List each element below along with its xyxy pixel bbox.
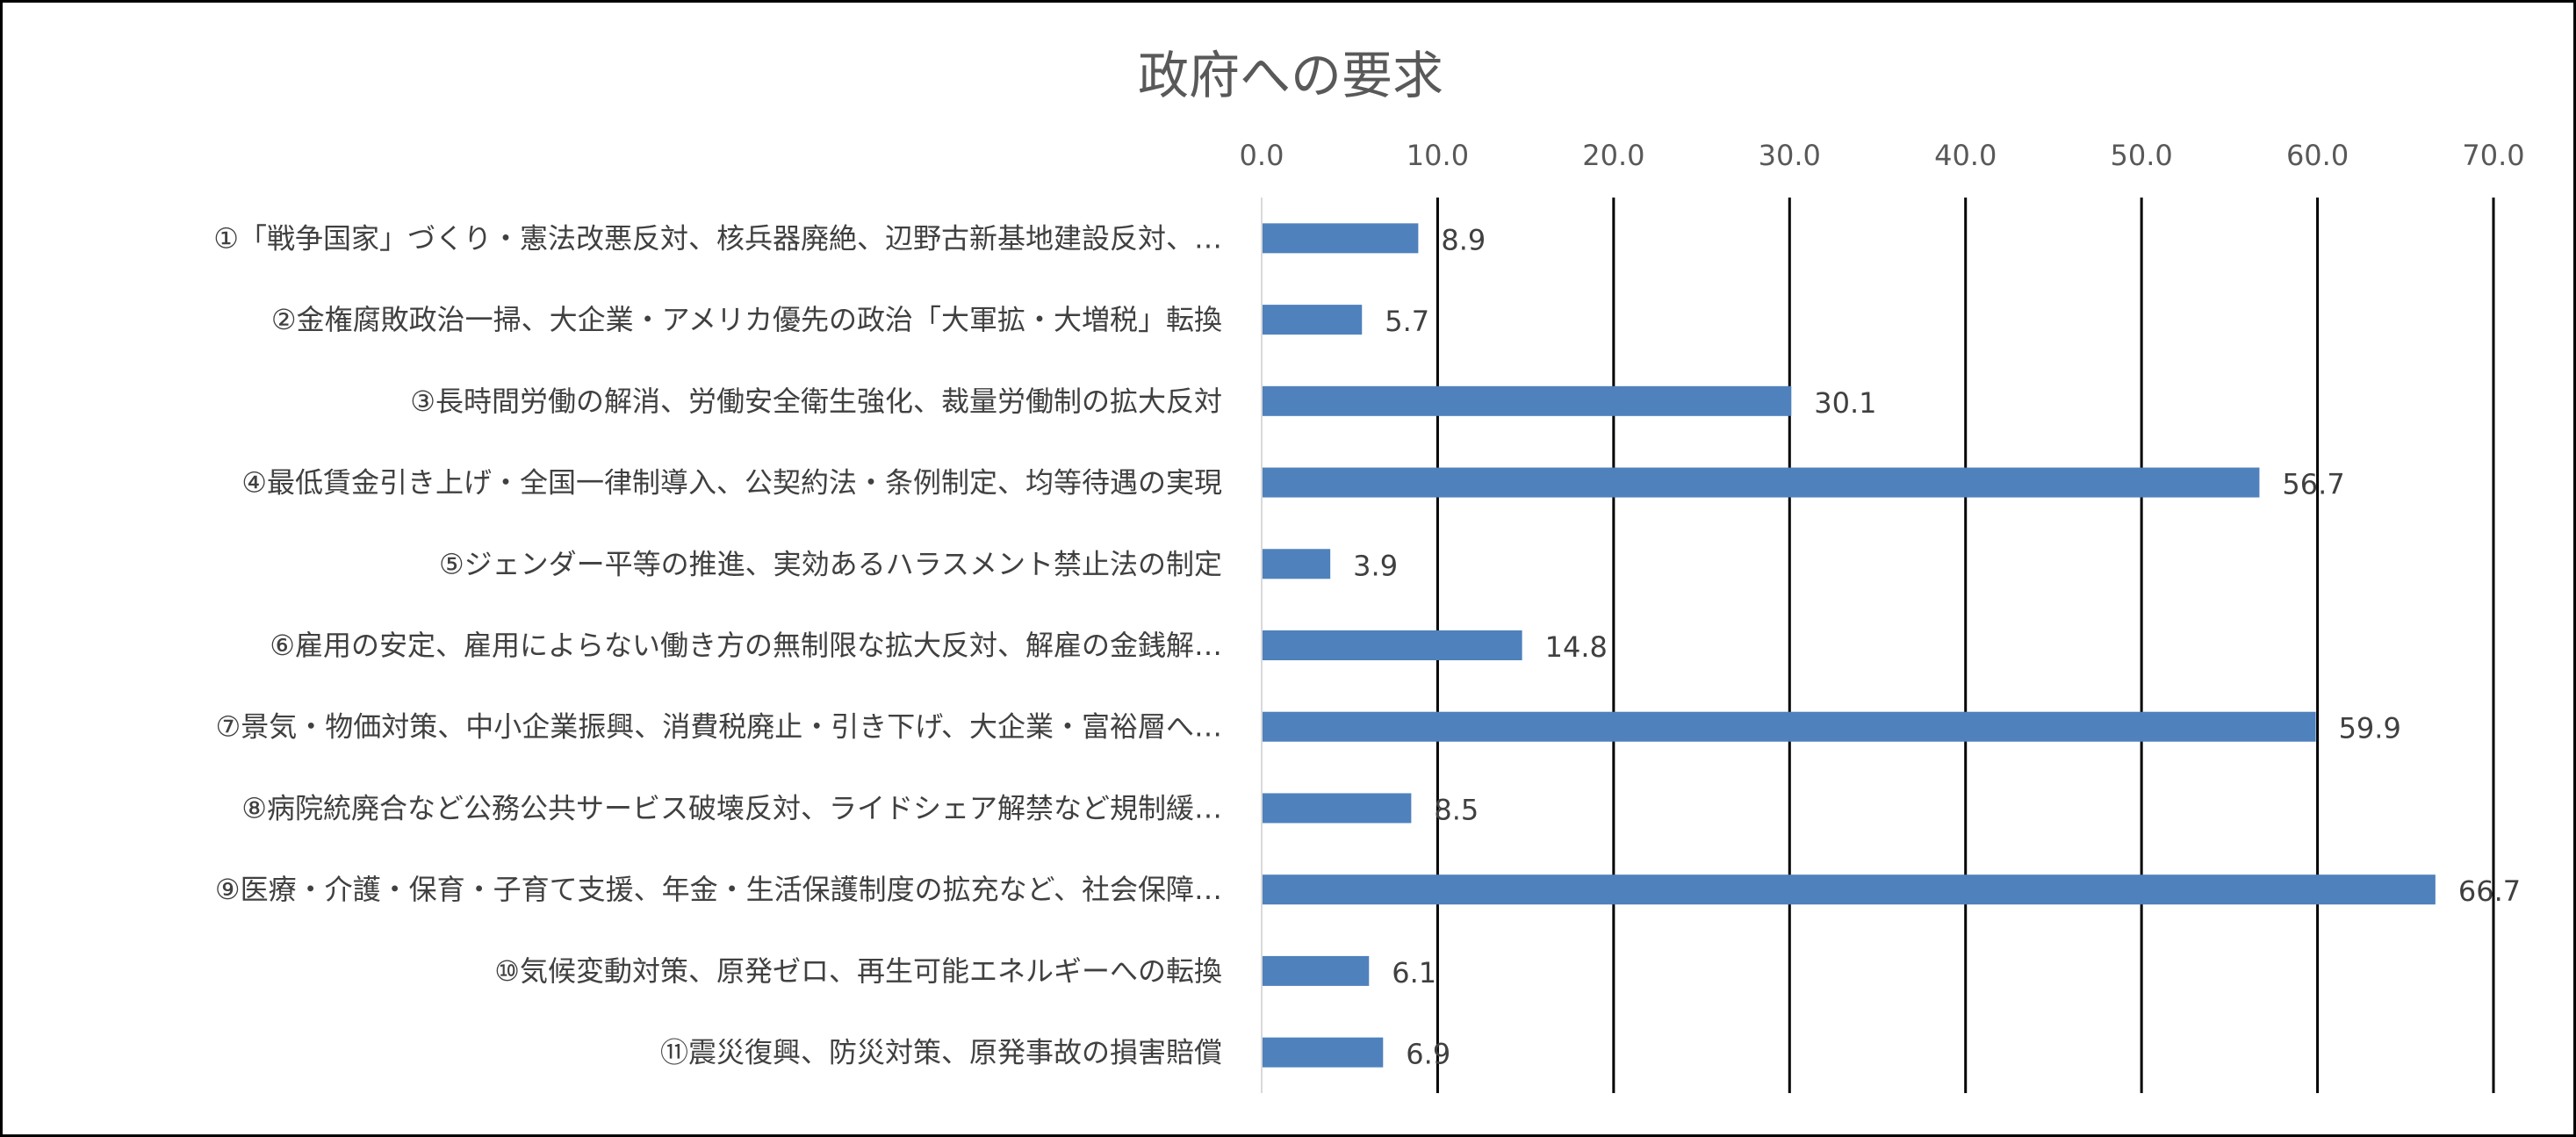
bar	[1262, 630, 1522, 660]
category-label: ⑥雇用の安定、雇用によらない働き方の無制限な拡大反対、解雇の金銭解…	[270, 629, 1222, 662]
bar	[1262, 793, 1412, 824]
bar	[1262, 385, 1792, 416]
data-label: 30.1	[1814, 386, 1876, 420]
x-tick-label: 50.0	[2111, 139, 2173, 172]
category-label: ③長時間労働の解消、労働安全衛生強化、裁量労働制の拡大反対	[410, 385, 1222, 418]
data-label: 6.9	[1406, 1038, 1450, 1071]
x-tick-label: 20.0	[1582, 139, 1644, 172]
x-tick-labels: 0.0 10.0 20.0 30.0 40.0 50.0 60.0 70.0	[1240, 139, 2525, 172]
bar	[1262, 223, 1419, 254]
x-tick-label: 70.0	[2462, 139, 2524, 172]
chart-title: 政府への要求	[1137, 46, 1443, 105]
category-labels: ①「戦争国家」づくり・憲法改悪反対、核兵器廃絶、辺野古新基地建設反対、… ②金権腐…	[213, 221, 1222, 1069]
data-label: 3.9	[1353, 549, 1398, 582]
category-label: ⑧病院統廃合など公務公共サービス破壊反対、ライドシェア解禁など規制緩…	[241, 791, 1222, 824]
data-label: 8.5	[1434, 793, 1479, 826]
data-label: 59.9	[2339, 712, 2401, 745]
bar	[1262, 467, 2260, 498]
bar	[1262, 549, 1331, 579]
x-tick-label: 30.0	[1759, 139, 1821, 172]
x-tick-label: 60.0	[2286, 139, 2349, 172]
x-tick-label: 40.0	[1934, 139, 1997, 172]
data-label: 6.1	[1392, 956, 1436, 989]
bar	[1262, 305, 1363, 335]
data-label: 8.9	[1441, 223, 1486, 256]
data-label: 14.8	[1545, 630, 1608, 664]
category-label: ⑤ジェンダー平等の推進、実効あるハラスメント禁止法の制定	[439, 547, 1222, 580]
category-label: ⑪震災復興、防災対策、原発事故の損害賠償	[660, 1036, 1222, 1069]
category-label: ⑦景気・物価対策、中小企業振興、消費税廃止・引き下げ、大企業・富裕層へ…	[216, 710, 1222, 744]
category-label: ②金権腐敗政治一掃、大企業・アメリカ優先の政治「大軍拡・大増税」転換	[271, 303, 1222, 336]
bars	[1262, 223, 2436, 1068]
bar	[1262, 955, 1370, 986]
data-label: 56.7	[2282, 468, 2344, 501]
data-label: 66.7	[2458, 874, 2521, 908]
x-tick-label: 0.0	[1240, 139, 1284, 172]
category-label: ④最低賃金引き上げ・全国一律制導入、公契約法・条例制定、均等待遇の実現	[241, 466, 1222, 500]
category-label: ⑩気候変動対策、原発ゼロ、再生可能エネルギーへの転換	[494, 954, 1222, 988]
bar	[1262, 874, 2436, 905]
category-label: ⑨医療・介護・保育・子育て支援、年金・生活保護制度の拡充など、社会保障…	[215, 873, 1222, 906]
category-label: ①「戦争国家」づくり・憲法改悪反対、核兵器廃絶、辺野古新基地建設反対、…	[213, 221, 1222, 255]
data-label: 5.7	[1385, 305, 1429, 338]
data-labels: 8.9 5.7 30.1 56.7 3.9 14.8 59.9 8.5 66.7 6.1 6.9	[1353, 223, 2521, 1070]
gridlines	[1436, 198, 2495, 1093]
x-tick-label: 10.0	[1407, 139, 1469, 172]
bar	[1262, 711, 2316, 742]
bar	[1262, 1037, 1384, 1068]
